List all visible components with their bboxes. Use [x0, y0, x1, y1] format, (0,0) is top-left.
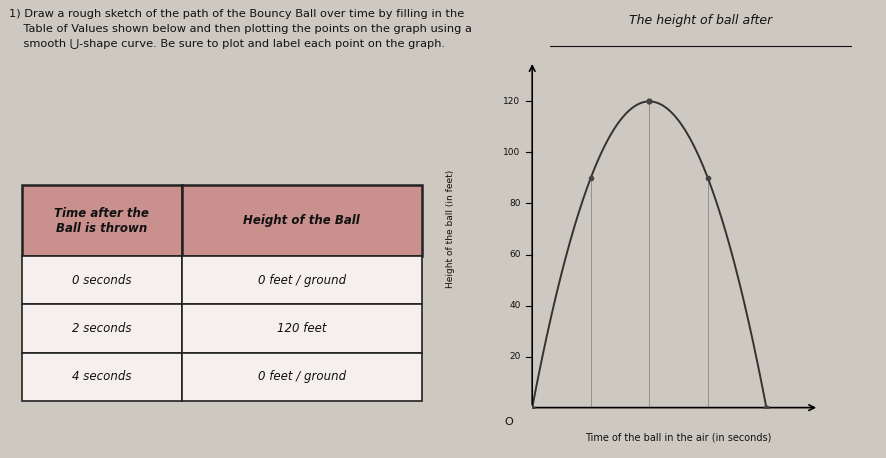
Text: 40: 40 [509, 301, 520, 310]
Text: Height of the ball (in feet): Height of the ball (in feet) [446, 170, 455, 288]
Text: 0 feet / ground: 0 feet / ground [258, 371, 346, 383]
Text: 120 feet: 120 feet [276, 322, 326, 335]
Text: Height of the Ball: Height of the Ball [243, 214, 360, 227]
Text: 0 seconds: 0 seconds [72, 274, 131, 287]
Text: 120: 120 [502, 97, 520, 106]
FancyBboxPatch shape [21, 256, 182, 305]
Text: 100: 100 [502, 148, 520, 157]
Text: 0 feet / ground: 0 feet / ground [258, 274, 346, 287]
Text: 20: 20 [509, 352, 520, 361]
Text: 80: 80 [509, 199, 520, 208]
FancyBboxPatch shape [182, 256, 422, 305]
Text: 4 seconds: 4 seconds [72, 371, 131, 383]
Text: The height of ball after: The height of ball after [628, 14, 772, 27]
FancyBboxPatch shape [21, 353, 182, 401]
FancyBboxPatch shape [182, 305, 422, 353]
FancyBboxPatch shape [182, 185, 422, 256]
FancyBboxPatch shape [21, 185, 182, 256]
Text: 60: 60 [509, 250, 520, 259]
Text: O: O [504, 417, 513, 427]
FancyBboxPatch shape [182, 353, 422, 401]
Text: Time of the ball in the air (in seconds): Time of the ball in the air (in seconds) [585, 433, 771, 442]
Text: 1) Draw a rough sketch of the path of the Bouncy Ball over time by filling in th: 1) Draw a rough sketch of the path of th… [9, 9, 471, 49]
Text: Time after the
Ball is thrown: Time after the Ball is thrown [54, 207, 149, 234]
FancyBboxPatch shape [21, 305, 182, 353]
Text: 2 seconds: 2 seconds [72, 322, 131, 335]
